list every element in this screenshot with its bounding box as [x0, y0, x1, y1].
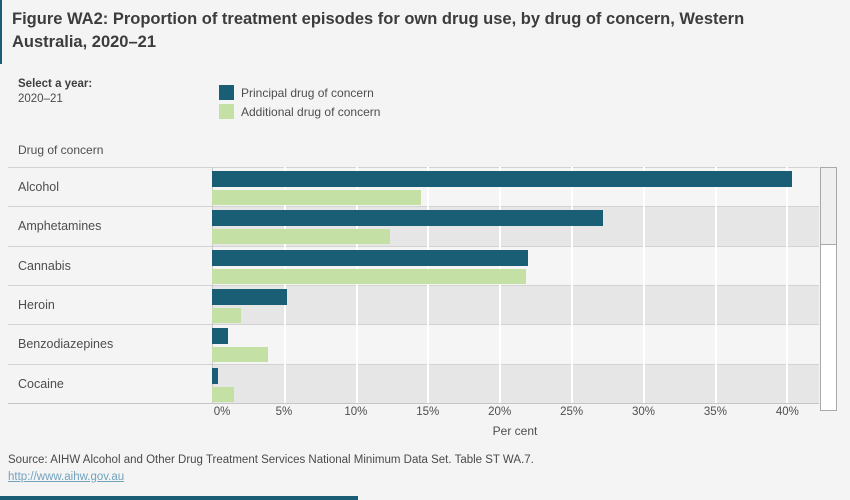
row-plot: [212, 285, 819, 325]
x-axis-title: Per cent: [492, 424, 538, 438]
x-tick-label: 0%: [213, 406, 231, 418]
x-tick-label: 35%: [703, 406, 727, 418]
additional-swatch-icon: [219, 104, 234, 119]
bar-principal[interactable]: [212, 367, 218, 384]
bar-principal[interactable]: [212, 328, 228, 345]
x-tick-label: 30%: [632, 406, 656, 418]
row-plot: [212, 364, 819, 403]
bar-additional[interactable]: [212, 190, 421, 205]
chart-row: Cocaine: [8, 363, 819, 403]
legend-label: Principal drug of concern: [241, 85, 374, 100]
x-tick-label: 15%: [416, 406, 440, 418]
bar-principal[interactable]: [212, 288, 287, 305]
row-plot: [212, 246, 819, 285]
legend-item-additional: Additional drug of concern: [219, 102, 380, 121]
toolbar-edge: [0, 496, 358, 500]
legend-item-principal: Principal drug of concern: [219, 83, 380, 102]
x-axis-ticks: 0% 5% 10% 15% 20% 25% 30% 35% 40%: [212, 406, 819, 420]
year-selector[interactable]: Select a year: 2020–21: [18, 78, 92, 105]
category-label: Amphetamines: [8, 207, 212, 246]
bar-additional[interactable]: [212, 268, 526, 284]
category-label: Benzodiazepines: [8, 325, 212, 364]
year-selector-value[interactable]: 2020–21: [18, 93, 63, 105]
bar-chart: Alcohol Amphetamines Cannabis Heroin Benzodi…: [8, 167, 819, 404]
scrollbar-thumb[interactable]: [821, 168, 836, 245]
bar-principal[interactable]: [212, 171, 792, 187]
source-link[interactable]: http://www.aihw.gov.au: [8, 471, 125, 483]
bar-principal[interactable]: [212, 249, 529, 266]
category-label: Alcohol: [8, 168, 212, 207]
bar-additional[interactable]: [212, 386, 234, 402]
chart-row: Amphetamines: [8, 206, 819, 246]
row-plot: [212, 168, 819, 207]
category-label: Cocaine: [8, 364, 212, 403]
accent-bar: [0, 0, 2, 64]
principal-swatch-icon: [219, 85, 234, 100]
year-selector-label: Select a year:: [18, 78, 93, 90]
bar-additional[interactable]: [212, 347, 269, 363]
x-tick-label: 10%: [344, 406, 368, 418]
source-note: Source: AIHW Alcohol and Other Drug Trea…: [8, 454, 534, 466]
row-plot: [212, 325, 819, 364]
chart-row: Benzodiazepines: [8, 324, 819, 364]
chart-rows: Alcohol Amphetamines Cannabis Heroin Benzodi…: [8, 167, 819, 403]
chart-scrollbar[interactable]: [820, 167, 837, 411]
x-tick-label: 20%: [488, 406, 512, 418]
chart-row: Heroin: [8, 284, 819, 325]
axis-row-header: Drug of concern: [18, 143, 104, 157]
chart-row: Alcohol: [8, 167, 819, 207]
x-tick-label: 5%: [275, 406, 293, 418]
legend: Principal drug of concern Additional dru…: [219, 83, 380, 121]
x-tick-label: 25%: [560, 406, 584, 418]
row-plot: [212, 207, 819, 246]
bar-principal[interactable]: [212, 210, 604, 227]
x-tick-label: 40%: [775, 406, 799, 418]
chart-row: Cannabis: [8, 245, 819, 285]
bar-additional[interactable]: [212, 307, 241, 323]
figure-title: Figure WA2: Proportion of treatment epis…: [12, 10, 745, 51]
legend-label: Additional drug of concern: [241, 104, 381, 119]
category-label: Heroin: [8, 285, 212, 325]
bar-additional[interactable]: [212, 229, 391, 245]
category-label: Cannabis: [8, 246, 212, 285]
